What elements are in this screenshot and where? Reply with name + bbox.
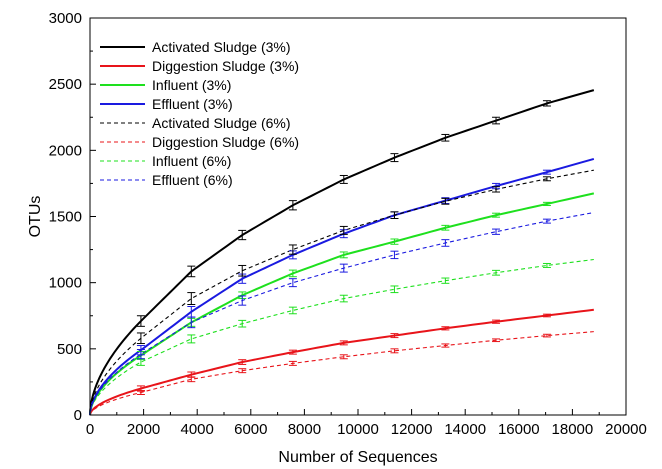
x-tick-label: 10000 <box>337 421 379 438</box>
legend-label: Influent (6%) <box>152 153 231 169</box>
series-line <box>89 308 594 416</box>
y-tick-label: 1000 <box>49 275 82 292</box>
x-tick-label: 12000 <box>391 421 433 438</box>
y-tick-label: 2500 <box>49 76 82 93</box>
series-line <box>89 211 594 416</box>
series-line <box>89 331 594 416</box>
y-axis-title: OTUs <box>27 196 44 238</box>
y-tick-label: 0 <box>74 407 82 424</box>
x-tick-label: 8000 <box>288 421 321 438</box>
x-axis: 0 2000 4000 6000 8000 10000 12000 14000 16000 180… <box>86 409 647 438</box>
legend-label: Activated Sludge (3%) <box>152 39 291 55</box>
legend-label: Influent (3%) <box>152 77 231 93</box>
y-tick-label: 3000 <box>49 10 82 27</box>
x-tick-label: 14000 <box>444 421 486 438</box>
series-line <box>89 157 595 416</box>
x-tick-label: 2000 <box>127 421 160 438</box>
series-line <box>89 192 595 416</box>
error-bars <box>136 100 551 395</box>
legend-label: Diggestion Sludge (6%) <box>152 134 299 150</box>
y-tick-label: 500 <box>57 341 82 358</box>
legend-label: Diggestion Sludge (3%) <box>152 58 299 74</box>
series-line <box>89 258 594 416</box>
x-tick-label: 6000 <box>234 421 267 438</box>
x-tick-label: 20000 <box>605 421 647 438</box>
legend-label: Effluent (6%) <box>152 172 233 188</box>
x-tick-label: 4000 <box>181 421 214 438</box>
x-axis-title: Number of Sequences <box>278 449 437 466</box>
legend-label: Activated Sludge (6%) <box>152 115 291 131</box>
x-tick-label: 16000 <box>498 421 540 438</box>
y-axis: 0 500 1000 1500 2000 2500 3000 <box>49 10 96 424</box>
plot-lines <box>89 89 595 416</box>
x-tick-label: 18000 <box>552 421 594 438</box>
series-line <box>89 169 594 416</box>
series-line <box>89 89 595 416</box>
legend: Activated Sludge (3%) Diggestion Sludge (… <box>100 39 299 188</box>
y-tick-label: 1500 <box>49 209 82 226</box>
y-tick-label: 2000 <box>49 142 82 159</box>
x-tick-label: 0 <box>86 421 94 438</box>
legend-label: Effluent (3%) <box>152 96 233 112</box>
